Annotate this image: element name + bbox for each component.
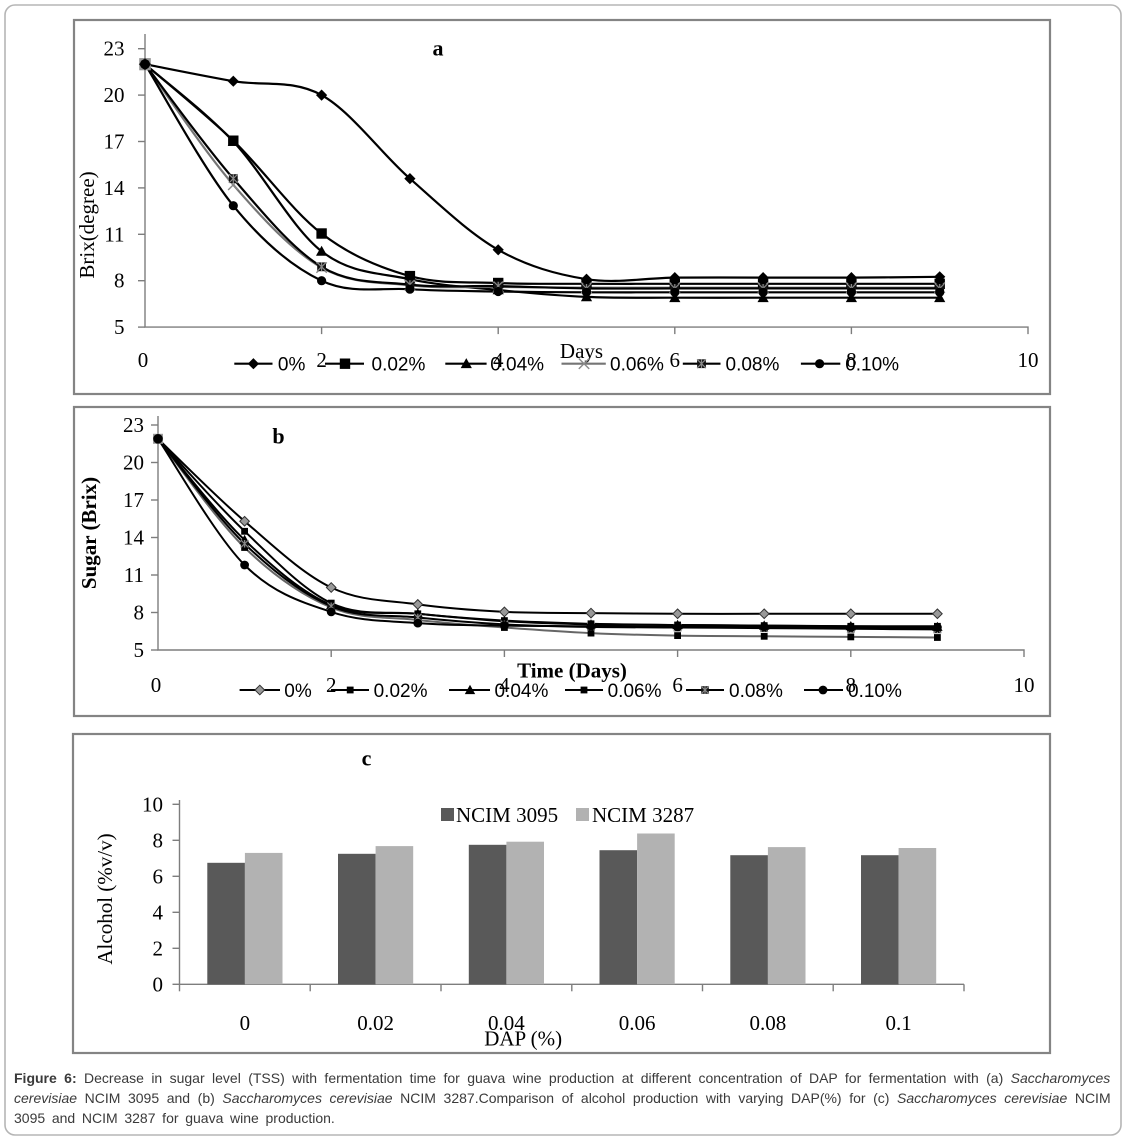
svg-text:17: 17 [104, 130, 125, 154]
svg-text:8: 8 [134, 601, 145, 625]
svg-text:c: c [362, 746, 372, 771]
svg-text:0.10%: 0.10% [845, 355, 899, 376]
svg-text:20: 20 [123, 451, 144, 475]
svg-text:5: 5 [134, 638, 145, 662]
svg-text:0.02%: 0.02% [372, 355, 426, 376]
svg-text:14: 14 [123, 526, 145, 550]
svg-text:23: 23 [104, 37, 125, 61]
svg-text:0%: 0% [278, 355, 306, 376]
svg-text:11: 11 [124, 563, 144, 587]
svg-text:0%: 0% [284, 681, 312, 702]
svg-text:17: 17 [123, 488, 144, 512]
svg-text:0: 0 [138, 348, 149, 372]
svg-text:11: 11 [104, 222, 124, 246]
svg-text:4: 4 [499, 673, 510, 697]
svg-text:8: 8 [846, 348, 857, 372]
svg-text:a: a [433, 36, 444, 61]
svg-text:0.10%: 0.10% [848, 681, 902, 702]
svg-text:0.04%: 0.04% [495, 681, 549, 702]
svg-text:0.08%: 0.08% [729, 681, 783, 702]
svg-text:2: 2 [326, 673, 337, 697]
svg-text:6: 6 [672, 673, 683, 697]
svg-text:8: 8 [114, 269, 125, 293]
svg-text:5: 5 [114, 315, 125, 339]
svg-text:Brix(degree): Brix(degree) [75, 171, 99, 278]
svg-text:0.02%: 0.02% [374, 681, 428, 702]
svg-text:2: 2 [316, 348, 327, 372]
svg-text:0.04%: 0.04% [490, 355, 544, 376]
svg-text:0.06%: 0.06% [608, 681, 662, 702]
svg-text:6: 6 [153, 864, 164, 888]
svg-text:0.08%: 0.08% [726, 355, 780, 376]
svg-text:4: 4 [153, 900, 164, 924]
svg-text:b: b [272, 424, 284, 449]
svg-text:20: 20 [104, 83, 125, 107]
svg-text:10: 10 [142, 792, 163, 816]
svg-text:0: 0 [240, 1011, 251, 1035]
svg-text:0.06: 0.06 [619, 1011, 656, 1035]
svg-text:8: 8 [846, 673, 857, 697]
svg-text:0.1: 0.1 [885, 1011, 911, 1035]
svg-text:2: 2 [153, 936, 164, 960]
svg-text:10: 10 [1018, 348, 1039, 372]
svg-text:0: 0 [151, 673, 162, 697]
svg-text:14: 14 [104, 176, 126, 200]
svg-text:8: 8 [153, 828, 164, 852]
svg-text:Alcohol (%v/v): Alcohol (%v/v) [93, 833, 117, 964]
svg-text:Time (Days): Time (Days) [517, 659, 627, 683]
svg-text:DAP (%): DAP (%) [484, 1027, 562, 1051]
svg-text:Days: Days [560, 339, 603, 363]
svg-text:0.08: 0.08 [750, 1011, 787, 1035]
svg-text:0: 0 [153, 972, 164, 996]
svg-text:Sugar (Brix): Sugar (Brix) [77, 477, 101, 589]
svg-text:23: 23 [123, 413, 144, 437]
svg-text:0.06%: 0.06% [610, 355, 664, 376]
svg-text:NCIM 3287: NCIM 3287 [592, 803, 694, 827]
svg-text:10: 10 [1014, 673, 1035, 697]
svg-text:NCIM 3095: NCIM 3095 [456, 803, 558, 827]
svg-text:0.02: 0.02 [357, 1011, 394, 1035]
svg-text:6: 6 [670, 348, 681, 372]
svg-text:0.04: 0.04 [488, 1011, 525, 1035]
svg-text:4: 4 [493, 348, 504, 372]
